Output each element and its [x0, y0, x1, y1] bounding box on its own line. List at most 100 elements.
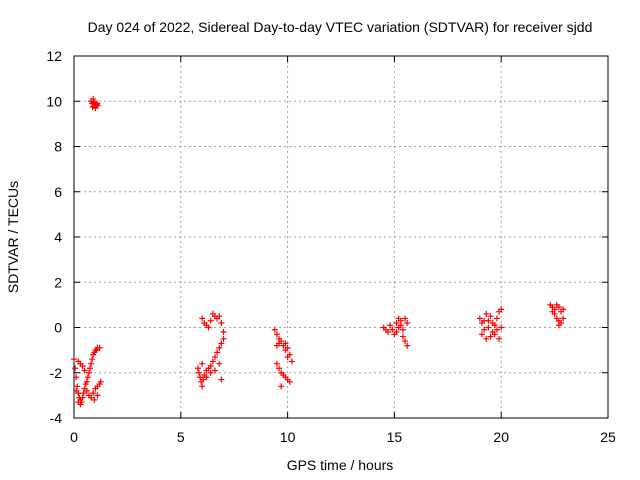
axis-ticks: 0 5 10 15 20 25 -4 -2 0 2 4 6 8 10 12	[46, 48, 616, 445]
y-tick-label: 8	[54, 139, 62, 155]
data-point-afternoon	[485, 324, 492, 331]
data-point-early-low	[94, 392, 101, 399]
data-point-early-low	[83, 387, 90, 394]
data-point-morning	[200, 376, 207, 383]
data-point-mid-morning	[278, 383, 285, 390]
x-tick-label: 10	[280, 429, 296, 445]
data-point-morning	[216, 313, 223, 320]
data-point-early-low	[74, 383, 81, 390]
data-point-afternoon	[493, 315, 500, 322]
data-point-evening	[560, 306, 567, 313]
data-point-midday	[399, 333, 406, 340]
x-tick-label: 20	[493, 429, 509, 445]
data-point-morning	[207, 369, 214, 376]
data-point-mid-morning	[282, 340, 289, 347]
data-point-morning	[199, 383, 206, 390]
data-point-morning	[203, 374, 210, 381]
data-point-early-low	[89, 356, 96, 363]
data-point-midday	[393, 329, 400, 336]
data-point-morning	[199, 360, 206, 367]
data-point-early-high	[90, 95, 97, 102]
data-point-early-low	[72, 365, 79, 372]
x-tick-label: 15	[387, 429, 403, 445]
data-point-mid-morning	[286, 378, 293, 385]
data-point-early-low	[79, 362, 86, 369]
data-point-early-low	[79, 394, 86, 401]
data-point-evening	[555, 322, 562, 329]
data-point-early-high	[90, 99, 97, 106]
data-point-early-high	[92, 105, 99, 112]
data-point-afternoon	[478, 331, 485, 338]
data-point-morning	[195, 369, 202, 376]
data-point-early-low	[80, 390, 87, 397]
data-point-midday	[393, 319, 400, 326]
data-point-morning	[218, 376, 225, 383]
data-point-midday	[404, 342, 411, 349]
data-point-midday	[384, 329, 391, 336]
y-tick-label: 0	[54, 320, 62, 336]
data-point-mid-morning	[282, 347, 289, 354]
chart-title: Day 024 of 2022, Sidereal Day-to-day VTE…	[88, 19, 593, 35]
data-point-early-low	[88, 394, 95, 401]
data-point-evening	[549, 308, 556, 315]
data-point-afternoon	[493, 326, 500, 333]
data-point-early-low	[91, 396, 98, 403]
data-point-afternoon	[491, 331, 498, 338]
y-tick-label: 4	[54, 229, 62, 245]
y-axis-title: SDTVAR / TECUs	[5, 181, 21, 293]
data-point-evening	[560, 315, 567, 322]
data-point-mid-morning	[273, 331, 280, 338]
data-point-afternoon	[496, 335, 503, 342]
data-point-morning	[220, 329, 227, 336]
data-point-early-low	[87, 365, 94, 372]
data-point-afternoon	[476, 315, 483, 322]
data-point-early-low	[77, 401, 84, 408]
data-point-early-low	[85, 369, 92, 376]
x-tick-label: 25	[600, 429, 616, 445]
data-point-midday	[389, 326, 396, 333]
data-point-morning	[194, 365, 201, 372]
data-point-midday	[397, 317, 404, 324]
data-point-midday	[402, 315, 409, 322]
data-point-mid-morning	[284, 353, 291, 360]
y-tick-label: 10	[46, 93, 62, 109]
data-point-morning	[211, 367, 218, 374]
data-point-morning	[211, 353, 218, 360]
data-point-afternoon	[487, 313, 494, 320]
data-point-afternoon	[498, 306, 505, 313]
data-point-mid-morning	[276, 340, 283, 347]
data-point-morning	[207, 317, 214, 324]
data-point-mid-morning	[276, 365, 283, 372]
data-point-early-high	[94, 100, 101, 107]
data-point-afternoon	[487, 333, 494, 340]
data-point-afternoon	[489, 319, 496, 326]
y-tick-label: 2	[54, 274, 62, 290]
data-point-afternoon	[483, 335, 490, 342]
data-points	[71, 95, 567, 408]
y-tick-label: 12	[46, 48, 62, 64]
x-tick-label: 0	[70, 429, 78, 445]
data-point-morning	[220, 335, 227, 342]
x-tick-label: 5	[177, 429, 185, 445]
data-point-early-low	[73, 387, 80, 394]
data-point-mid-morning	[273, 360, 280, 367]
data-point-midday	[404, 319, 411, 326]
data-point-midday	[399, 326, 406, 333]
data-point-morning	[205, 324, 212, 331]
data-point-early-low	[97, 378, 104, 385]
data-point-morning	[218, 340, 225, 347]
data-point-early-high	[89, 103, 96, 110]
data-point-early-low	[84, 374, 91, 381]
data-point-midday	[387, 322, 394, 329]
data-point-mid-morning	[271, 326, 278, 333]
data-point-mid-morning	[288, 358, 295, 365]
data-point-early-low	[81, 367, 88, 374]
data-point-morning	[214, 349, 221, 356]
data-point-midday	[402, 338, 409, 345]
data-point-afternoon	[483, 310, 490, 317]
data-point-morning	[207, 362, 214, 369]
data-point-early-low	[88, 360, 95, 367]
data-point-early-low	[83, 378, 90, 385]
data-point-early-low	[96, 344, 103, 351]
